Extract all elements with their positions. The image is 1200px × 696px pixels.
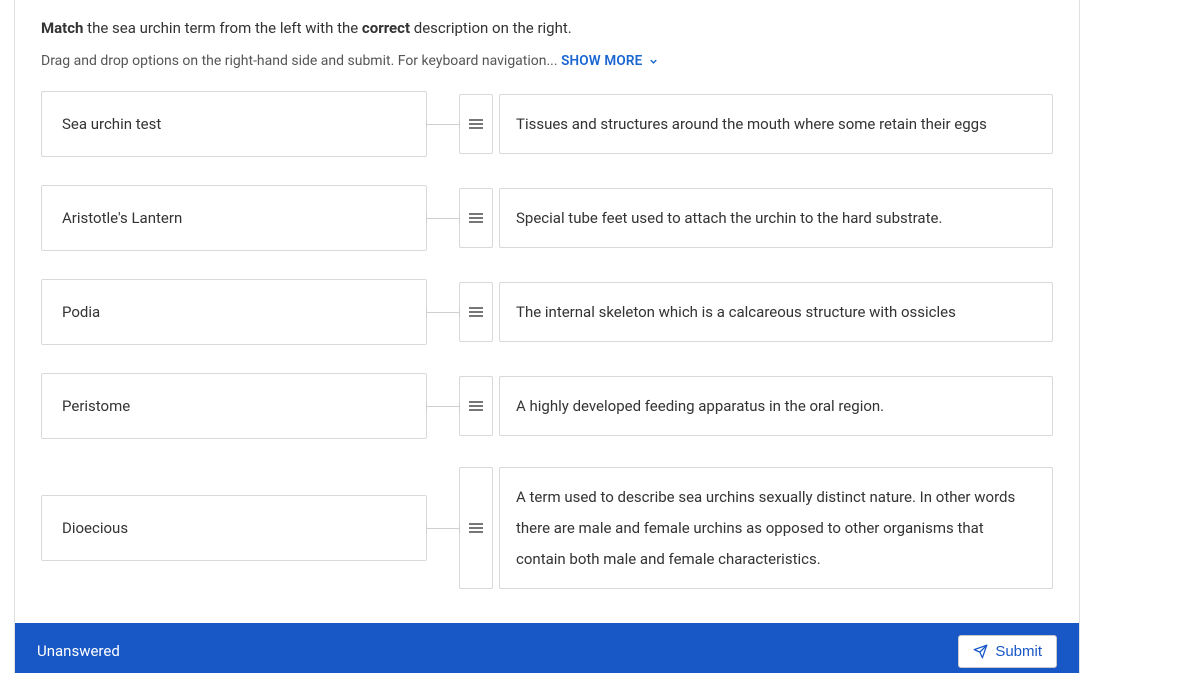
- prompt-mid: the sea urchin term from the left with t…: [83, 19, 361, 37]
- description-text: A term used to describe sea urchins sexu…: [516, 488, 1015, 568]
- match-row: Aristotle's Lantern Special tube feet use…: [41, 185, 1053, 251]
- drag-handle-icon: [468, 522, 484, 534]
- prompt-bold-2: correct: [362, 19, 410, 37]
- match-row: Peristome A highly developed feeding appa…: [41, 373, 1053, 439]
- chevron-down-icon: [648, 56, 659, 67]
- description-text: Tissues and structures around the mouth …: [516, 115, 987, 133]
- description-text: Special tube feet used to attach the urc…: [516, 209, 942, 227]
- quiz-body: Match the sea urchin term from the left …: [15, 0, 1079, 599]
- prompt-bold-1: Match: [41, 19, 83, 37]
- question-prompt: Match the sea urchin term from the left …: [41, 18, 1053, 39]
- answer-cluster: Special tube feet used to attach the urc…: [459, 188, 1053, 249]
- description-box[interactable]: A highly developed feeding apparatus in …: [499, 376, 1053, 437]
- term-box: Podia: [41, 279, 427, 345]
- description-box[interactable]: The internal skeleton which is a calcare…: [499, 282, 1053, 343]
- drag-handle-icon: [468, 400, 484, 412]
- term-label: Dioecious: [62, 519, 128, 537]
- match-row: Sea urchin test Tissues and structures ar…: [41, 91, 1053, 157]
- answer-cluster: A highly developed feeding apparatus in …: [459, 376, 1053, 437]
- drag-handle[interactable]: [459, 467, 493, 589]
- drag-handle[interactable]: [459, 188, 493, 249]
- term-box: Aristotle's Lantern: [41, 185, 427, 251]
- drag-handle[interactable]: [459, 94, 493, 155]
- term-label: Podia: [62, 303, 100, 321]
- show-more-toggle[interactable]: SHOW MORE: [561, 53, 659, 69]
- description-box[interactable]: Special tube feet used to attach the urc…: [499, 188, 1053, 249]
- instructions-text: Drag and drop options on the right-hand …: [41, 53, 558, 69]
- answer-cluster: The internal skeleton which is a calcare…: [459, 282, 1053, 343]
- submit-label: Submit: [995, 643, 1042, 660]
- answer-cluster: Tissues and structures around the mouth …: [459, 94, 1053, 155]
- paper-plane-icon: [973, 644, 988, 659]
- term-box: Dioecious: [41, 495, 427, 561]
- description-text: A highly developed feeding apparatus in …: [516, 397, 884, 415]
- match-row: Podia The internal skeleton which is a ca…: [41, 279, 1053, 345]
- prompt-post: description on the right.: [410, 19, 572, 37]
- connector-line: [427, 406, 459, 407]
- description-text: The internal skeleton which is a calcare…: [516, 303, 956, 321]
- connector-line: [427, 124, 459, 125]
- drag-handle[interactable]: [459, 282, 493, 343]
- term-box: Peristome: [41, 373, 427, 439]
- quiz-container: Match the sea urchin term from the left …: [14, 0, 1080, 673]
- submit-button[interactable]: Submit: [958, 635, 1057, 668]
- footer-bar: Unanswered Submit: [15, 623, 1079, 673]
- show-more-label: SHOW MORE: [561, 53, 642, 69]
- drag-handle[interactable]: [459, 376, 493, 437]
- term-label: Aristotle's Lantern: [62, 209, 182, 227]
- drag-handle-icon: [468, 118, 484, 130]
- term-label: Peristome: [62, 397, 130, 415]
- description-box[interactable]: A term used to describe sea urchins sexu…: [499, 467, 1053, 589]
- description-box[interactable]: Tissues and structures around the mouth …: [499, 94, 1053, 155]
- match-rows: Sea urchin test Tissues and structures ar…: [41, 91, 1053, 589]
- answer-cluster: A term used to describe sea urchins sexu…: [459, 467, 1053, 589]
- term-box: Sea urchin test: [41, 91, 427, 157]
- connector-line: [427, 312, 459, 313]
- match-row: Dioecious A term used to describe sea urc…: [41, 467, 1053, 589]
- connector-line: [427, 218, 459, 219]
- term-label: Sea urchin test: [62, 115, 161, 133]
- drag-handle-icon: [468, 212, 484, 224]
- instructions-line: Drag and drop options on the right-hand …: [41, 53, 1053, 69]
- connector-line: [427, 528, 459, 529]
- drag-handle-icon: [468, 306, 484, 318]
- status-text: Unanswered: [37, 642, 120, 660]
